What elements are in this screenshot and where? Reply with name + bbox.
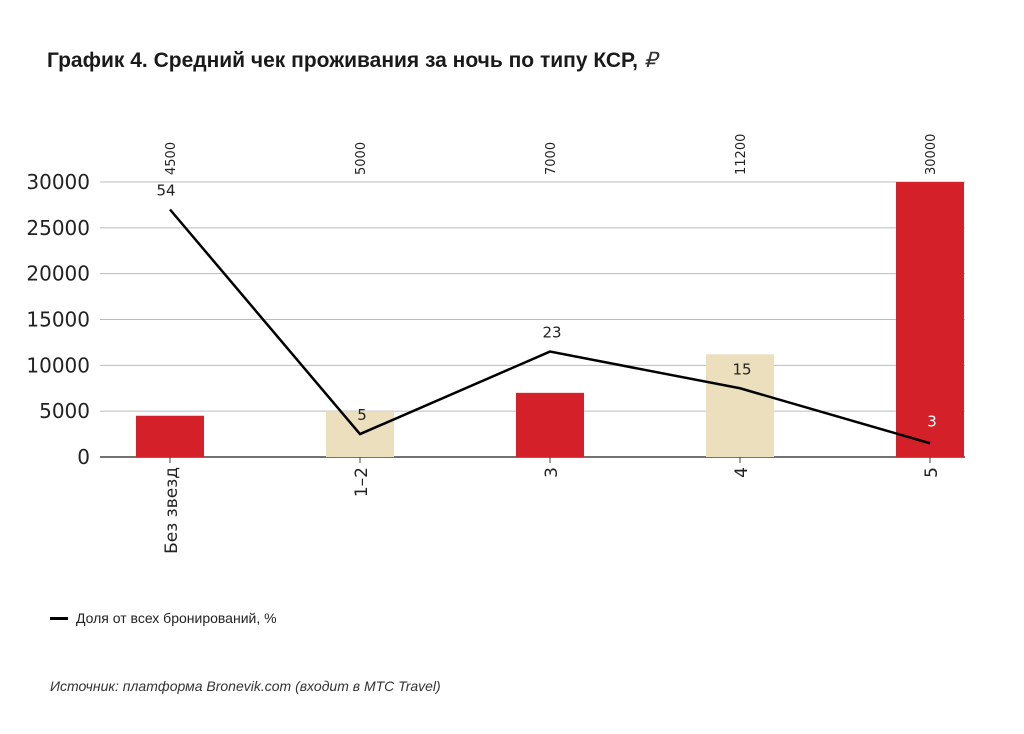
bar-value-label: 11200 — [734, 134, 749, 175]
y-tick-label: 15000 — [26, 308, 90, 332]
bar-line-chart: 0 5000 10000 15000 20000 25000 30000 4500 Без зв… — [26, 134, 965, 554]
bar-value-label: 7000 — [544, 142, 559, 175]
bar — [516, 392, 584, 457]
legend-label: Доля от всех бронирований, % — [76, 610, 277, 626]
line-point-label: 5 — [357, 406, 367, 424]
line-point-label: 23 — [542, 324, 561, 342]
bar-value-label: 4500 — [164, 142, 179, 175]
y-tick-label: 10000 — [26, 353, 90, 377]
line-series — [169, 208, 931, 445]
x-tick-label: 5 — [922, 467, 942, 478]
x-tick-label: 1–2 — [352, 467, 372, 497]
line-point-label: 54 — [156, 182, 175, 200]
bar — [136, 415, 204, 457]
legend-line-swatch — [50, 616, 68, 620]
line-point-label: 15 — [732, 360, 751, 378]
legend: Доля от всех бронирований, % — [50, 610, 277, 626]
bar-value-label: 30000 — [924, 134, 939, 175]
x-tick-label: Без звезд — [162, 467, 182, 554]
y-tick-label: 25000 — [26, 216, 90, 240]
bar — [896, 182, 964, 457]
chart-title-unit: ₽ — [643, 49, 658, 72]
chart-title-text: График 4. Средний чек проживания за ночь… — [47, 49, 638, 72]
y-tick-label: 5000 — [39, 399, 90, 423]
chart-title: График 4. Средний чек проживания за ночь… — [47, 48, 657, 73]
source-note: Источник: платформа Bronevik.com (входит… — [50, 678, 441, 694]
y-tick-label: 30000 — [26, 170, 90, 194]
bar — [706, 354, 774, 457]
y-tick-label: 0 — [77, 445, 90, 469]
y-tick-label: 20000 — [26, 262, 90, 286]
bar-value-label: 5000 — [354, 142, 369, 175]
x-tick-label: 4 — [732, 467, 752, 478]
line-point-label: 3 — [927, 412, 937, 430]
x-tick-label: 3 — [542, 467, 562, 478]
